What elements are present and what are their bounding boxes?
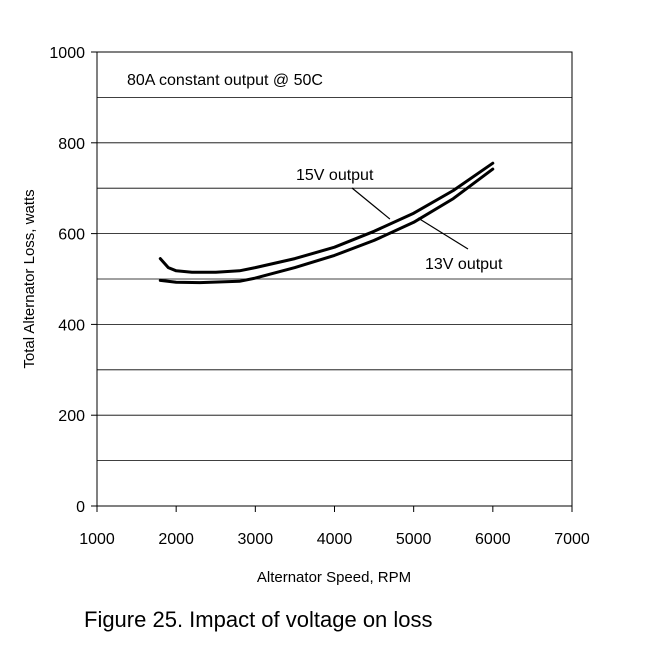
series-line-13v-output (158, 167, 495, 285)
x-tick-label-7000: 7000 (554, 531, 590, 548)
y-tick-label-0: 0 (76, 499, 85, 516)
series-label-15v: 15V output (296, 167, 374, 184)
y-tick-label-800: 800 (58, 136, 85, 153)
x-tick-label-5000: 5000 (396, 531, 432, 548)
x-axis-label: Alternator Speed, RPM (257, 569, 411, 586)
x-tick-label-2000: 2000 (158, 531, 194, 548)
leader-line-13v (417, 217, 469, 250)
series-label-13v: 13V output (425, 256, 503, 273)
figure-caption: Figure 25. Impact of voltage on loss (84, 607, 433, 632)
y-tick-label-200: 200 (58, 408, 85, 425)
y-tick-label-400: 400 (58, 317, 85, 334)
y-axis-label: Total Alternator Loss, watts (21, 189, 38, 368)
x-tick-label-4000: 4000 (317, 531, 353, 548)
y-tick-label-1000: 1000 (49, 45, 85, 62)
axis-ticks: 0 200 400 600 800 1000 1000 2000 3000 4000 5000 600… (49, 45, 589, 548)
series-line-15v-output (158, 161, 495, 274)
x-tick-label-6000: 6000 (475, 531, 511, 548)
x-tick-label-3000: 3000 (238, 531, 274, 548)
grid-lines (97, 97, 572, 462)
x-tick-label-1000: 1000 (79, 531, 115, 548)
leader-line-15v (351, 187, 391, 220)
series-lines (158, 161, 495, 285)
chart-annotation: 80A constant output @ 50C (127, 72, 323, 89)
y-tick-label-600: 600 (58, 227, 85, 244)
